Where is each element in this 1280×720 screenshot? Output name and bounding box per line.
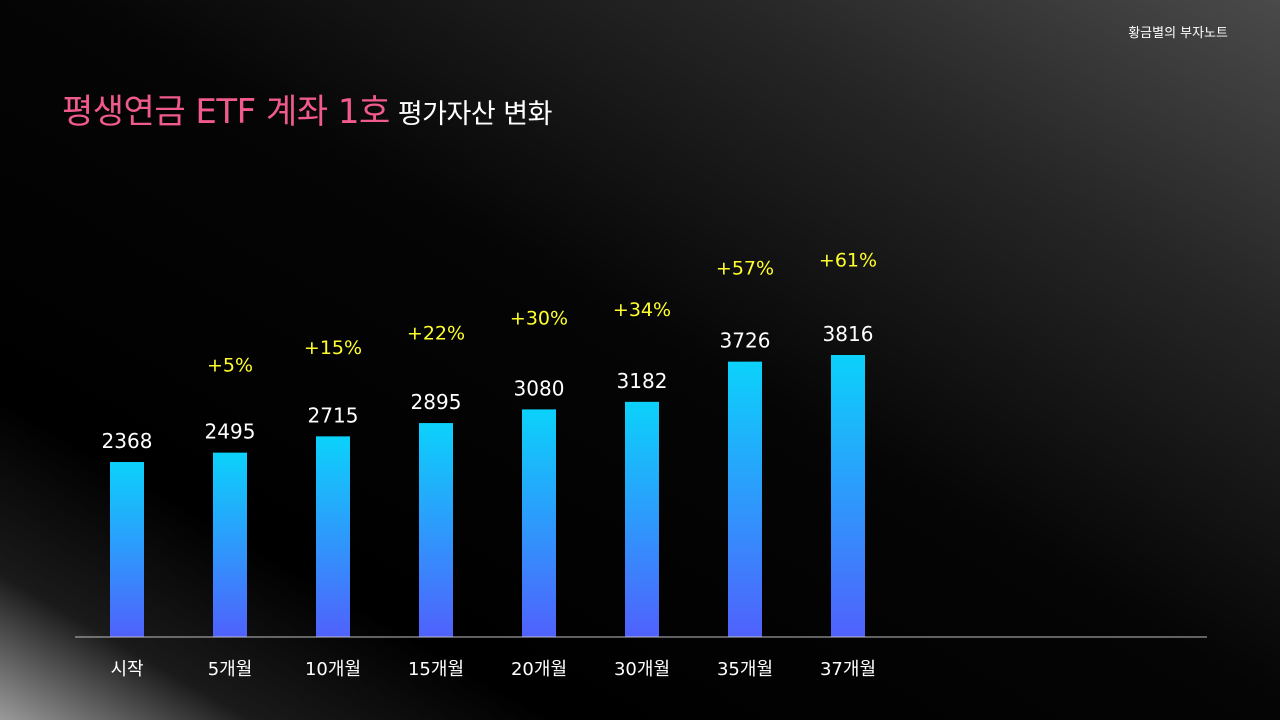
value-label-4: 3080 — [514, 376, 565, 400]
growth-label-3: +22% — [407, 322, 465, 344]
growth-label-5: +34% — [613, 299, 671, 321]
value-label-0: 2368 — [102, 429, 153, 453]
bar-1 — [213, 452, 247, 637]
category-label-1: 5개월 — [208, 659, 253, 680]
category-label-4: 20개월 — [511, 659, 567, 680]
bar-2 — [316, 436, 350, 637]
value-label-7: 3816 — [823, 322, 874, 346]
growth-label-2: +15% — [304, 337, 362, 359]
value-label-5: 3182 — [617, 369, 668, 393]
bar-5 — [625, 401, 659, 637]
value-label-1: 2495 — [205, 420, 256, 444]
bar-3 — [419, 423, 453, 637]
growth-label-7: +61% — [819, 250, 877, 272]
category-label-0: 시작 — [110, 659, 143, 680]
title-sub: 평가자산 변화 — [397, 99, 553, 130]
growth-label-6: +57% — [716, 257, 774, 279]
bar-0 — [110, 462, 144, 637]
brand-label: 황금별의 부자노트 — [1128, 26, 1228, 41]
bar-7 — [831, 355, 865, 637]
value-label-2: 2715 — [308, 403, 359, 427]
page-title: 평생연금 ETF 계좌 1호 평가자산 변화 — [62, 84, 552, 133]
title-main: 평생연금 ETF 계좌 1호 — [62, 92, 390, 132]
category-label-5: 30개월 — [614, 659, 670, 680]
growth-label-4: +30% — [510, 308, 568, 330]
category-label-3: 15개월 — [408, 659, 464, 680]
category-label-7: 37개월 — [820, 659, 876, 680]
category-label-2: 10개월 — [305, 659, 361, 680]
bar-6 — [728, 361, 762, 637]
category-label-6: 35개월 — [717, 659, 773, 680]
bar-4 — [522, 409, 556, 637]
value-label-6: 3726 — [720, 329, 771, 353]
growth-label-1: +5% — [207, 354, 253, 376]
value-label-3: 2895 — [411, 390, 462, 414]
